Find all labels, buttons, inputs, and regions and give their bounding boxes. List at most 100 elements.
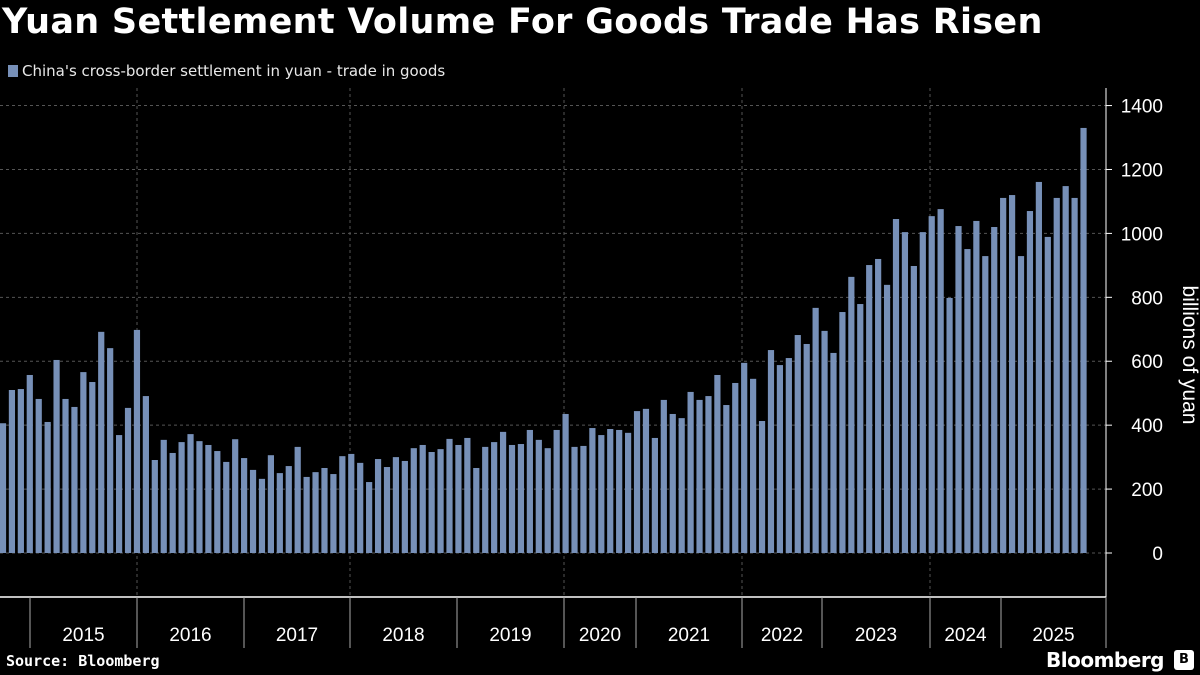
bar [705, 396, 712, 553]
bar [187, 434, 194, 553]
bar [669, 413, 676, 553]
bar [508, 444, 516, 553]
bar [151, 459, 158, 553]
bar [410, 448, 417, 553]
bar [107, 348, 114, 553]
bar [1062, 186, 1069, 554]
bar [883, 284, 891, 553]
bar [678, 418, 685, 553]
x-tick-label: 2022 [761, 625, 803, 646]
bar [53, 359, 60, 553]
bar [312, 472, 319, 553]
bar [321, 467, 328, 553]
bar [401, 460, 408, 553]
x-tick-label: 2025 [1032, 625, 1074, 646]
bar [616, 429, 623, 553]
bar [133, 329, 141, 553]
y-tick-label: 1200 [1121, 160, 1163, 181]
bar [1053, 197, 1060, 554]
bar [169, 452, 176, 553]
bar [62, 398, 69, 553]
bar [499, 431, 507, 553]
bar [526, 429, 533, 553]
chart-title: Yuan Settlement Volume For Goods Trade H… [2, 2, 1043, 42]
bar [303, 476, 310, 553]
bar [491, 442, 498, 553]
source-note: Source: Bloomberg [6, 652, 160, 670]
bar [803, 343, 810, 553]
bar [71, 406, 78, 553]
bar [794, 335, 801, 553]
bar [767, 350, 775, 553]
x-tick-label: 2019 [489, 625, 531, 646]
bar [714, 374, 721, 553]
bar [26, 374, 33, 553]
bar [633, 411, 641, 553]
bar [544, 448, 551, 553]
bar [1008, 195, 1016, 553]
y-tick-label: 400 [1131, 416, 1163, 437]
bar [857, 304, 864, 553]
bar [732, 382, 739, 553]
bar [223, 461, 230, 553]
bar [1026, 211, 1034, 553]
bar [294, 446, 301, 553]
bar [651, 437, 658, 553]
bar [866, 265, 873, 553]
bar [821, 330, 828, 553]
bar [17, 389, 24, 553]
bar [142, 396, 149, 553]
bar [89, 382, 96, 553]
bar [205, 444, 212, 553]
bar [1071, 197, 1078, 554]
bar [241, 458, 248, 553]
bar [607, 428, 614, 553]
bar [160, 439, 167, 553]
bar [232, 439, 239, 553]
legend: China's cross-border settlement in yuan … [8, 62, 445, 80]
x-tick-label: 2021 [668, 625, 710, 646]
bar [928, 216, 935, 553]
bar [1035, 181, 1042, 553]
bar [348, 453, 355, 553]
bar [812, 307, 819, 553]
bar [517, 444, 525, 553]
bar [741, 362, 748, 553]
bar [455, 444, 462, 553]
bar [1080, 127, 1087, 553]
bar [580, 445, 587, 553]
bar [249, 469, 257, 553]
y-tick-label: 1000 [1121, 224, 1163, 245]
y-tick-label: 200 [1131, 480, 1163, 501]
bar [258, 478, 266, 553]
bar [267, 455, 274, 553]
bar [785, 358, 792, 553]
x-tick-label: 2016 [169, 625, 211, 646]
bar [973, 220, 980, 553]
bar [330, 474, 337, 553]
bar [383, 467, 391, 553]
bar [589, 428, 596, 553]
x-tick-label: 2017 [276, 625, 318, 646]
bar [1044, 236, 1051, 554]
bar [428, 452, 435, 553]
bar [625, 432, 632, 553]
bar [44, 421, 51, 553]
x-tick-label: 2018 [382, 625, 424, 646]
bar [946, 297, 953, 553]
bar [374, 459, 382, 553]
bloomberg-logo: Bloomberg [1046, 648, 1164, 672]
bar [723, 405, 730, 553]
bar [1000, 197, 1007, 554]
bar [839, 312, 846, 553]
x-tick-label: 2020 [579, 625, 621, 646]
bar [464, 437, 471, 553]
bar [276, 473, 283, 553]
bar [178, 442, 185, 553]
bar [1017, 256, 1025, 553]
bar [562, 413, 569, 553]
bar [214, 451, 221, 553]
bar [598, 435, 605, 553]
bar [892, 219, 900, 553]
bar [0, 423, 7, 553]
